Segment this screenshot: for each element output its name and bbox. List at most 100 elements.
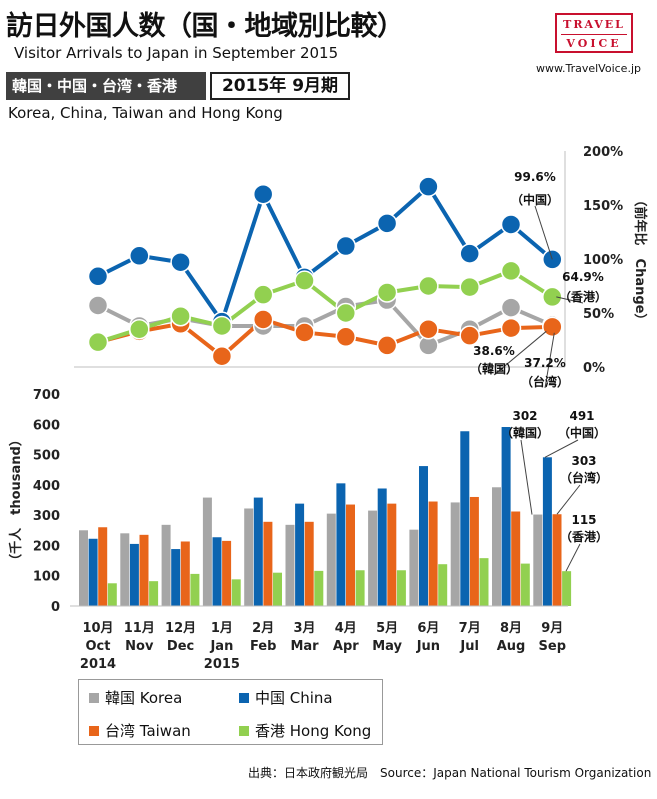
- x-tick-label: Jun: [416, 639, 440, 654]
- visitor-bar-chart: 0 100 200 300 400 500 600 700 （千人 thousand） 10月 Oc…: [8, 388, 608, 672]
- x-tick-label: 11月: [124, 621, 155, 636]
- bar-korea: [244, 508, 254, 606]
- legend-label-china: 中国 China: [255, 689, 333, 707]
- bar-korea: [202, 497, 212, 606]
- callout-label-china: （中国）: [511, 192, 559, 207]
- change-line-chart: 0% 50% 100% 150% 200% （前年比 Change） 99.6% （中国） 64…: [74, 145, 648, 389]
- x-tick-label: 9月: [541, 621, 563, 636]
- x-tick-label: 5月: [376, 621, 398, 636]
- callout-label-taiwan: （台湾）: [521, 374, 569, 389]
- bar-callout-label-taiwan: （台湾）: [560, 470, 608, 485]
- bar-taiwan: [263, 521, 273, 606]
- data-point-taiwan: [459, 325, 480, 346]
- x-tick-label: 7月: [459, 621, 481, 636]
- bar-y-tick-label: 400: [33, 479, 60, 494]
- bar-y-axis-title: （千人 thousand）: [8, 433, 24, 567]
- bar-hongkong: [273, 572, 282, 606]
- legend-item-china: 中国 China: [239, 687, 333, 708]
- callout-leader-china: [534, 205, 553, 260]
- bar-callout-leader-china: [544, 439, 579, 458]
- x-tick-label: Feb: [250, 639, 276, 654]
- legend-swatch-china: [239, 693, 249, 703]
- data-point-taiwan: [376, 335, 398, 356]
- data-point-korea: [500, 297, 522, 318]
- bar-china: [377, 488, 387, 606]
- bar-korea: [79, 530, 88, 606]
- x-tick-label: 10月: [82, 621, 113, 636]
- line-y-tick-label: 50%: [583, 307, 614, 322]
- region-label: 韓国・中国・台湾・香港: [6, 72, 206, 100]
- callout-leader-hongkong: [556, 296, 584, 304]
- data-point-china: [376, 213, 398, 234]
- data-point-hongkong: [459, 276, 480, 298]
- bar-taiwan: [387, 503, 397, 606]
- data-point-china: [252, 183, 274, 205]
- bar-china: [253, 497, 263, 606]
- bar-china: [295, 503, 305, 606]
- x-tick-label: Apr: [333, 639, 359, 654]
- bar-callout-leader-taiwan: [556, 484, 581, 515]
- bar-taiwan: [180, 541, 190, 606]
- data-point-taiwan: [252, 309, 274, 330]
- bar-korea: [368, 510, 378, 606]
- bar-callout-label-hongkong: （香港）: [560, 529, 608, 544]
- bar-korea: [161, 524, 171, 606]
- bar-hongkong: [107, 583, 117, 606]
- bar-taiwan: [511, 511, 521, 606]
- x-tick-label: May: [372, 639, 402, 654]
- callout-label-hongkong: （香港）: [559, 289, 607, 304]
- bar-y-tick-label: 600: [33, 418, 60, 433]
- bar-taiwan: [98, 527, 108, 606]
- x-tick-label: Aug: [497, 639, 526, 654]
- series-line-china: [426, 184, 472, 256]
- data-point-taiwan: [294, 322, 315, 343]
- bar-y-tick-label: 200: [33, 539, 60, 554]
- x-tick-label: 1月: [211, 621, 233, 636]
- line-y-tick-label: 0%: [583, 361, 605, 376]
- bar-hongkong: [231, 579, 241, 606]
- bar-hongkong: [149, 581, 159, 606]
- x-tick-label: 2014: [80, 657, 116, 672]
- callout-value-taiwan: 37.2%: [524, 356, 566, 370]
- bar-korea: [120, 533, 130, 606]
- bar-y-tick-label: 0: [51, 600, 60, 615]
- callout-value-hongkong: 64.9%: [562, 270, 604, 284]
- data-point-taiwan: [418, 318, 439, 340]
- line-y-tick-label: 150%: [583, 199, 623, 214]
- x-tick-label: 4月: [335, 621, 357, 636]
- bar-korea: [533, 514, 543, 606]
- chart-legend: 韓国 Korea 中国 China 台湾 Taiwan 香港 Hong Kong: [78, 679, 383, 745]
- x-tick-label: Nov: [125, 639, 154, 654]
- bar-hongkong: [562, 571, 572, 606]
- bar-callout-value-china: 491: [569, 409, 594, 423]
- bar-taiwan: [346, 504, 355, 606]
- region-english-label: Korea, China, Taiwan and Hong Kong: [8, 104, 283, 122]
- bar-korea: [492, 487, 501, 606]
- data-point-china: [129, 245, 150, 267]
- data-point-china: [459, 243, 480, 264]
- bar-taiwan: [469, 496, 479, 606]
- data-point-hongkong: [129, 318, 150, 340]
- line-y-axis-title: （前年比 Change）: [632, 194, 648, 327]
- x-tick-label: 12月: [165, 621, 196, 636]
- data-point-taiwan: [542, 316, 563, 338]
- bar-y-tick-label: 300: [33, 509, 60, 524]
- x-tick-label: Jan: [209, 639, 233, 654]
- series-line-china: [219, 192, 266, 324]
- bar-china: [212, 537, 222, 606]
- bar-hongkong: [355, 570, 365, 606]
- data-point-taiwan: [211, 345, 233, 367]
- data-point-hongkong: [335, 302, 357, 324]
- x-tick-label: Sep: [539, 639, 567, 654]
- data-point-china: [335, 235, 357, 257]
- data-point-china: [170, 251, 191, 273]
- line-y-tick-label: 200%: [583, 145, 623, 160]
- bar-korea: [285, 524, 295, 606]
- x-tick-label: Jul: [459, 639, 479, 654]
- data-point-hongkong: [500, 260, 522, 282]
- x-tick-label: Dec: [167, 639, 194, 654]
- bar-callout-leader-korea: [520, 439, 533, 515]
- data-point-korea: [87, 295, 109, 316]
- travelvoice-logo: TRAVEL VOICE: [555, 13, 633, 53]
- bar-callout-value-korea: 302: [512, 409, 537, 423]
